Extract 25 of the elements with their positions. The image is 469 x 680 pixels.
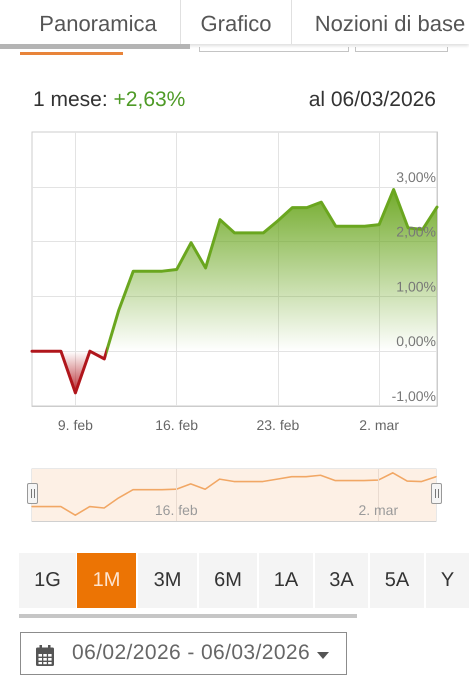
text: 06/02/2026 - 06/03/2026 [72,640,310,666]
text: 1G [19,553,76,608]
text: Grafico [181,0,291,44]
text: 1A [259,553,313,608]
text: Nozioni di base [292,0,469,44]
x-tick-label: 9. feb [58,417,94,433]
text: 5A [370,553,424,608]
text: 1M [77,553,136,608]
text: 3M [138,553,197,608]
text: Panoramica [0,0,180,44]
text: Y [426,553,469,608]
x-tick-label: 2. mar [359,417,400,433]
y-tick-label: 1,00% [396,278,436,294]
y-tick-label: 3,00% [396,168,436,185]
chart-title: 1 mese: +2,63% [33,88,186,111]
x-tick-label: 2. mar [358,502,398,518]
text: 3A [315,553,368,608]
x-tick-label: 16. feb [155,417,198,433]
x-tick-label: 16. feb [154,502,198,518]
y-tick-label: -1,00% [392,388,436,404]
text: 6M [199,553,257,608]
x-tick-label: 23. feb [256,417,300,433]
chart-subtitle: al 06/03/2026 [308,88,436,112]
y-tick-label: 0,00% [396,333,436,350]
y-tick-label: 2,00% [396,224,436,240]
